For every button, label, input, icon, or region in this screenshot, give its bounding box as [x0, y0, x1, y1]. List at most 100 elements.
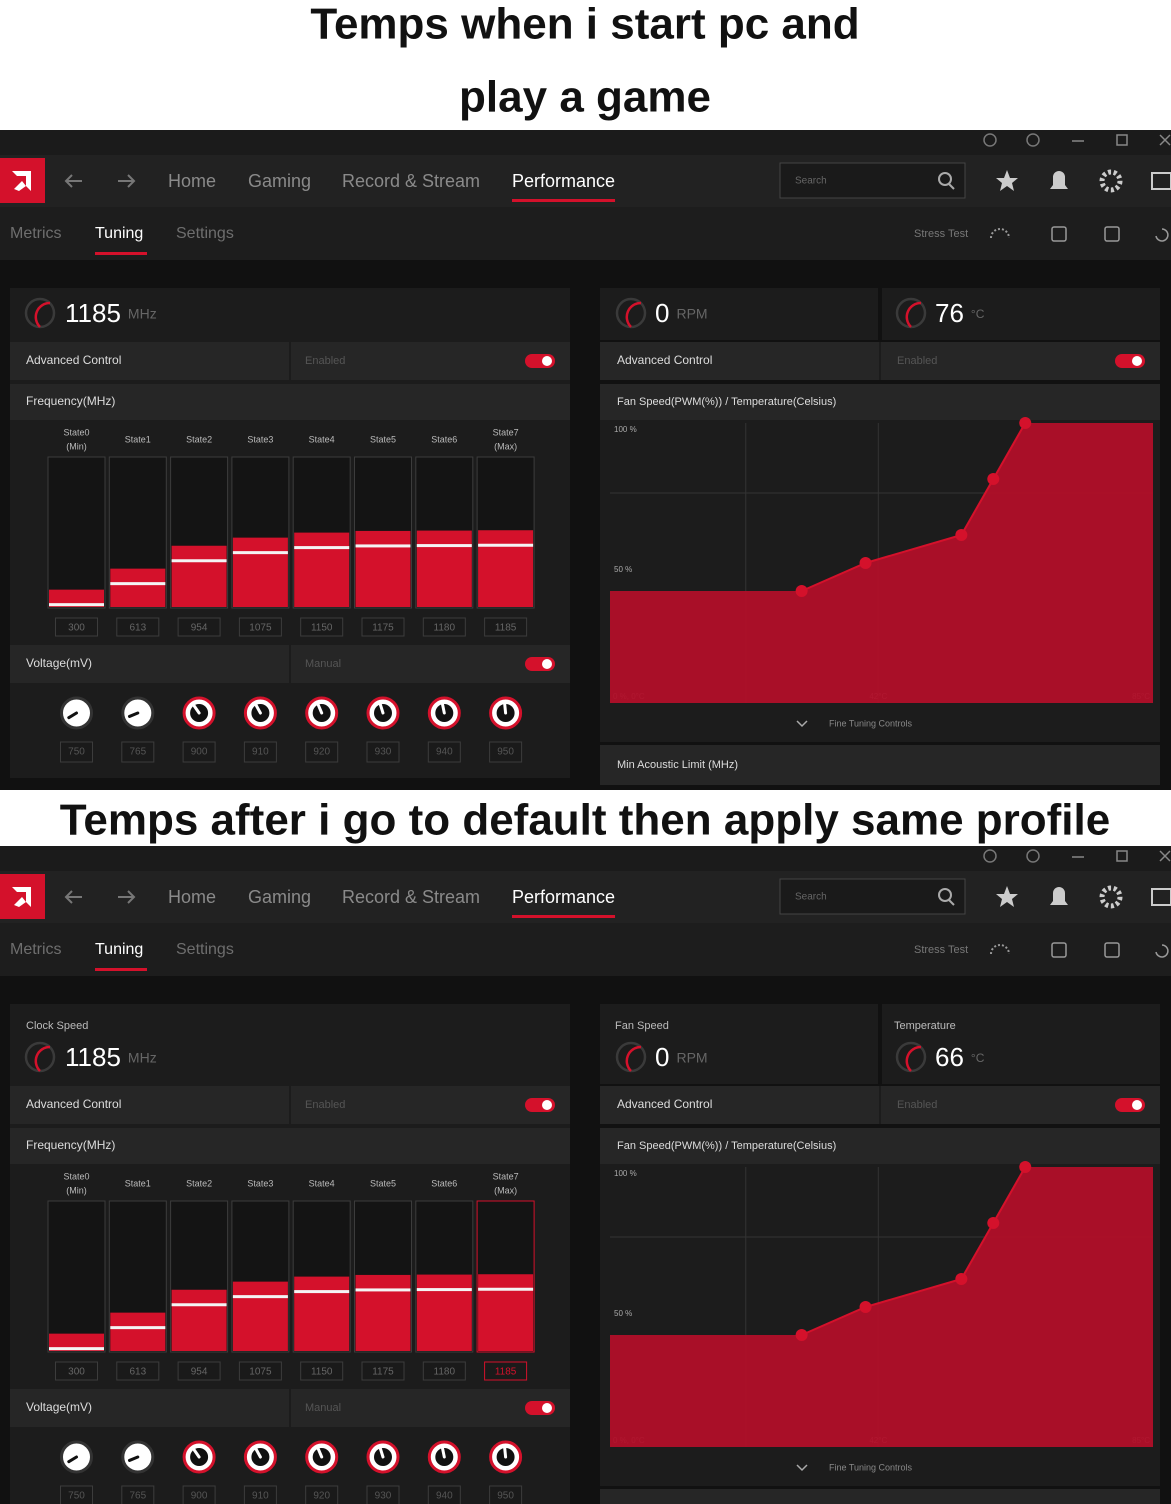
forward-arrow[interactable]: [118, 890, 136, 904]
value-box[interactable]: [361, 1361, 405, 1381]
value-box[interactable]: [427, 1485, 461, 1504]
reset-icon[interactable]: [1155, 944, 1169, 958]
nav-item[interactable]: Gaming: [248, 171, 311, 191]
maximize[interactable]: [1116, 134, 1128, 146]
curve-point[interactable]: [955, 529, 968, 541]
curve-point[interactable]: [795, 1329, 808, 1341]
logo[interactable]: [0, 158, 45, 203]
nav-item[interactable]: Performance: [512, 171, 615, 191]
curve-point[interactable]: [987, 1217, 1000, 1229]
tab[interactable]: Metrics: [10, 225, 62, 242]
value-box[interactable]: [177, 1361, 221, 1381]
toolbar-icon[interactable]: [1051, 226, 1067, 242]
state-label: State4: [309, 1178, 335, 1188]
value-box[interactable]: [489, 741, 523, 763]
tab[interactable]: Settings: [176, 941, 234, 958]
favorites-icon[interactable]: [996, 886, 1018, 907]
frequency-level: [232, 551, 288, 555]
frequency-level: [355, 1288, 411, 1292]
value-box[interactable]: [238, 617, 282, 637]
logo[interactable]: [0, 874, 45, 919]
notifications-icon[interactable]: [1050, 887, 1068, 905]
notifications-icon[interactable]: [1050, 171, 1068, 189]
value-box[interactable]: [121, 1485, 155, 1504]
value-box[interactable]: [238, 1361, 282, 1381]
nav-item[interactable]: Home: [168, 887, 216, 907]
nav-item[interactable]: Gaming: [248, 887, 311, 907]
value-box[interactable]: [422, 617, 466, 637]
tab[interactable]: Metrics: [10, 941, 62, 958]
tab[interactable]: Tuning: [95, 225, 143, 242]
maximize[interactable]: [1116, 850, 1128, 862]
curve-point[interactable]: [1019, 417, 1032, 429]
stress-icon[interactable]: [990, 944, 1010, 955]
state-slot[interactable]: [47, 1200, 106, 1353]
value-box[interactable]: [60, 1485, 93, 1504]
chevron[interactable]: [796, 1464, 808, 1472]
search-box[interactable]: [779, 878, 966, 915]
nav-item[interactable]: Record & Stream: [342, 171, 480, 191]
state-slot[interactable]: [47, 456, 106, 609]
toolbar-icon[interactable]: [1051, 942, 1067, 958]
value-box[interactable]: [300, 617, 344, 637]
value-box[interactable]: [366, 741, 400, 763]
value-box[interactable]: [300, 1361, 344, 1381]
reset-icon[interactable]: [1155, 228, 1169, 242]
nav-item[interactable]: Home: [168, 171, 216, 191]
curve-point[interactable]: [955, 1273, 968, 1285]
account-icon[interactable]: [1151, 172, 1171, 190]
value-box[interactable]: [55, 1361, 98, 1381]
chevron[interactable]: [796, 720, 808, 728]
title-icon[interactable]: [983, 133, 997, 147]
back-arrow[interactable]: [64, 890, 82, 904]
curve-point[interactable]: [859, 557, 872, 569]
tab[interactable]: Settings: [176, 225, 234, 242]
value-box[interactable]: [55, 617, 98, 637]
toolbar-icon[interactable]: [1104, 942, 1120, 958]
value-box[interactable]: [361, 617, 405, 637]
title-icon[interactable]: [1026, 849, 1040, 863]
curve-point[interactable]: [795, 585, 808, 597]
value-box[interactable]: [177, 617, 221, 637]
value-box[interactable]: [243, 741, 277, 763]
value-box[interactable]: [60, 741, 93, 763]
curve-point[interactable]: [987, 473, 1000, 485]
forward-arrow[interactable]: [118, 174, 136, 188]
search-box[interactable]: [779, 162, 966, 199]
back-arrow[interactable]: [64, 174, 82, 188]
value-box[interactable]: [182, 1485, 216, 1504]
tab[interactable]: Tuning: [95, 941, 143, 958]
fine-tuning[interactable]: Fine Tuning Controls: [829, 718, 913, 728]
value-box[interactable]: [182, 741, 216, 763]
value-box[interactable]: [484, 617, 528, 637]
value-box[interactable]: [116, 617, 160, 637]
value-box[interactable]: [243, 1485, 277, 1504]
value-box[interactable]: [116, 1361, 160, 1381]
stress-icon[interactable]: [990, 228, 1010, 239]
value-box[interactable]: [366, 1485, 400, 1504]
stress-test[interactable]: Stress Test: [914, 944, 968, 956]
dial-indicator: [192, 1448, 201, 1459]
fine-tuning[interactable]: Fine Tuning Controls: [829, 1462, 913, 1472]
value-box[interactable]: [422, 1361, 466, 1381]
value-box[interactable]: [489, 1485, 523, 1504]
value-box[interactable]: [427, 741, 461, 763]
close[interactable]: [1159, 850, 1171, 862]
curve-point[interactable]: [1019, 1161, 1032, 1173]
nav-item[interactable]: Performance: [512, 887, 615, 907]
title-icon[interactable]: [1026, 133, 1040, 147]
favorites-icon[interactable]: [996, 170, 1018, 191]
value-box[interactable]: [484, 1361, 528, 1381]
value-box[interactable]: [305, 1485, 339, 1504]
nav-item[interactable]: Record & Stream: [342, 887, 480, 907]
close[interactable]: [1159, 134, 1171, 146]
settings-icon[interactable]: [1099, 885, 1123, 909]
value-box[interactable]: [121, 741, 155, 763]
title-icon[interactable]: [983, 849, 997, 863]
account-icon[interactable]: [1151, 888, 1171, 906]
settings-icon[interactable]: [1099, 169, 1123, 193]
value-box[interactable]: [305, 741, 339, 763]
curve-point[interactable]: [859, 1301, 872, 1313]
toolbar-icon[interactable]: [1104, 226, 1120, 242]
stress-test[interactable]: Stress Test: [914, 228, 968, 240]
